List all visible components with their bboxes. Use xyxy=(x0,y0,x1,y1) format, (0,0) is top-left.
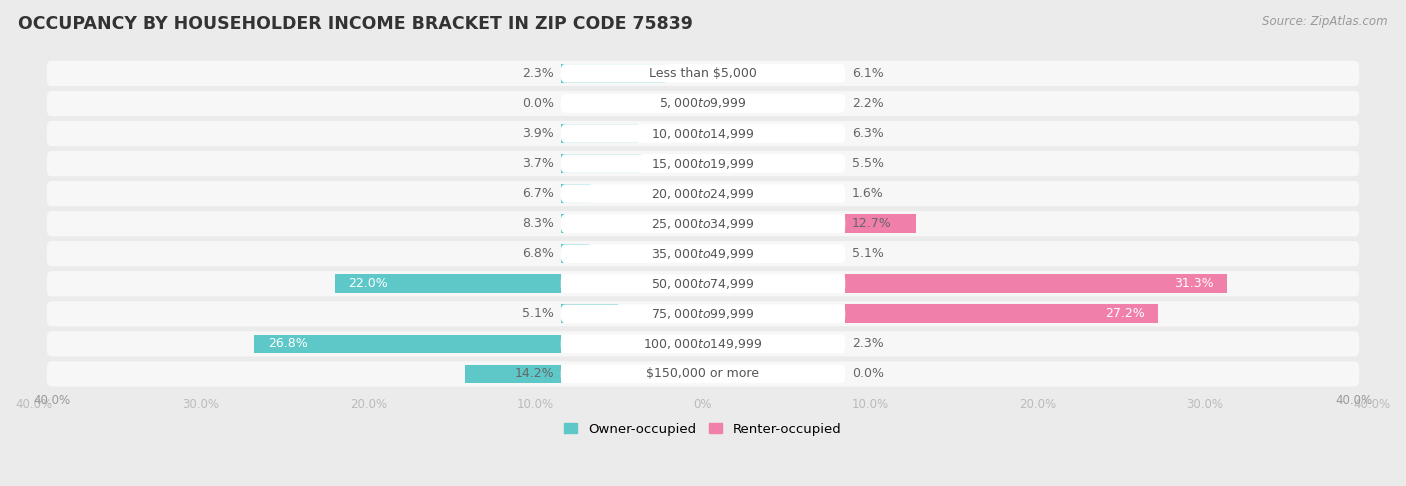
FancyBboxPatch shape xyxy=(46,301,1360,327)
FancyBboxPatch shape xyxy=(561,244,845,263)
Bar xyxy=(335,275,561,293)
FancyBboxPatch shape xyxy=(561,364,845,383)
Text: $20,000 to $24,999: $20,000 to $24,999 xyxy=(651,187,755,201)
Text: 5.1%: 5.1% xyxy=(522,307,554,320)
Bar xyxy=(561,154,641,173)
FancyBboxPatch shape xyxy=(46,211,1360,236)
Bar xyxy=(845,214,915,233)
FancyBboxPatch shape xyxy=(46,181,1360,206)
FancyBboxPatch shape xyxy=(561,214,845,233)
Text: 6.3%: 6.3% xyxy=(852,127,884,140)
Text: $100,000 to $149,999: $100,000 to $149,999 xyxy=(644,337,762,351)
Bar xyxy=(561,214,564,233)
Text: 2.3%: 2.3% xyxy=(852,337,884,350)
Text: 5.1%: 5.1% xyxy=(852,247,884,260)
Text: 0.0%: 0.0% xyxy=(522,97,554,110)
Bar xyxy=(465,364,561,383)
Text: 14.2%: 14.2% xyxy=(515,367,554,381)
Text: 1.6%: 1.6% xyxy=(852,187,884,200)
Text: 3.7%: 3.7% xyxy=(522,157,554,170)
FancyBboxPatch shape xyxy=(46,121,1360,146)
Text: $75,000 to $99,999: $75,000 to $99,999 xyxy=(651,307,755,321)
FancyBboxPatch shape xyxy=(46,331,1360,356)
Bar xyxy=(845,305,1159,323)
FancyBboxPatch shape xyxy=(46,241,1360,266)
FancyBboxPatch shape xyxy=(46,271,1360,296)
Text: 12.7%: 12.7% xyxy=(852,217,891,230)
Legend: Owner-occupied, Renter-occupied: Owner-occupied, Renter-occupied xyxy=(560,417,846,441)
Bar xyxy=(561,184,591,203)
FancyBboxPatch shape xyxy=(46,61,1360,86)
Text: 2.2%: 2.2% xyxy=(852,97,884,110)
Text: Less than $5,000: Less than $5,000 xyxy=(650,67,756,80)
Text: 3.9%: 3.9% xyxy=(522,127,554,140)
Bar xyxy=(254,334,561,353)
Text: $15,000 to $19,999: $15,000 to $19,999 xyxy=(651,156,755,171)
FancyBboxPatch shape xyxy=(46,361,1360,386)
FancyBboxPatch shape xyxy=(46,91,1360,116)
FancyBboxPatch shape xyxy=(561,275,845,293)
Text: 2.3%: 2.3% xyxy=(522,67,554,80)
Bar xyxy=(561,244,589,263)
FancyBboxPatch shape xyxy=(561,94,845,113)
FancyBboxPatch shape xyxy=(561,334,845,353)
FancyBboxPatch shape xyxy=(46,151,1360,176)
Text: $35,000 to $49,999: $35,000 to $49,999 xyxy=(651,247,755,260)
Text: $50,000 to $74,999: $50,000 to $74,999 xyxy=(651,277,755,291)
Text: Source: ZipAtlas.com: Source: ZipAtlas.com xyxy=(1263,15,1388,28)
Text: 6.8%: 6.8% xyxy=(522,247,554,260)
Text: $10,000 to $14,999: $10,000 to $14,999 xyxy=(651,126,755,140)
FancyBboxPatch shape xyxy=(561,305,845,323)
Text: 5.5%: 5.5% xyxy=(852,157,884,170)
Text: $150,000 or more: $150,000 or more xyxy=(647,367,759,381)
FancyBboxPatch shape xyxy=(561,64,845,83)
Bar xyxy=(561,305,617,323)
FancyBboxPatch shape xyxy=(561,154,845,173)
Text: 0.0%: 0.0% xyxy=(852,367,884,381)
Text: 22.0%: 22.0% xyxy=(349,277,388,290)
FancyBboxPatch shape xyxy=(561,184,845,203)
Text: 26.8%: 26.8% xyxy=(269,337,308,350)
Text: 31.3%: 31.3% xyxy=(1174,277,1213,290)
Bar xyxy=(561,64,665,83)
Text: 40.0%: 40.0% xyxy=(1336,394,1372,407)
Text: 27.2%: 27.2% xyxy=(1105,307,1144,320)
Bar xyxy=(561,124,638,143)
FancyBboxPatch shape xyxy=(561,124,845,143)
Text: 6.1%: 6.1% xyxy=(852,67,884,80)
Text: $25,000 to $34,999: $25,000 to $34,999 xyxy=(651,217,755,231)
Text: 40.0%: 40.0% xyxy=(34,394,70,407)
Bar xyxy=(845,275,1227,293)
Text: 8.3%: 8.3% xyxy=(522,217,554,230)
Text: $5,000 to $9,999: $5,000 to $9,999 xyxy=(659,96,747,110)
Text: OCCUPANCY BY HOUSEHOLDER INCOME BRACKET IN ZIP CODE 75839: OCCUPANCY BY HOUSEHOLDER INCOME BRACKET … xyxy=(18,15,693,33)
Text: 6.7%: 6.7% xyxy=(522,187,554,200)
